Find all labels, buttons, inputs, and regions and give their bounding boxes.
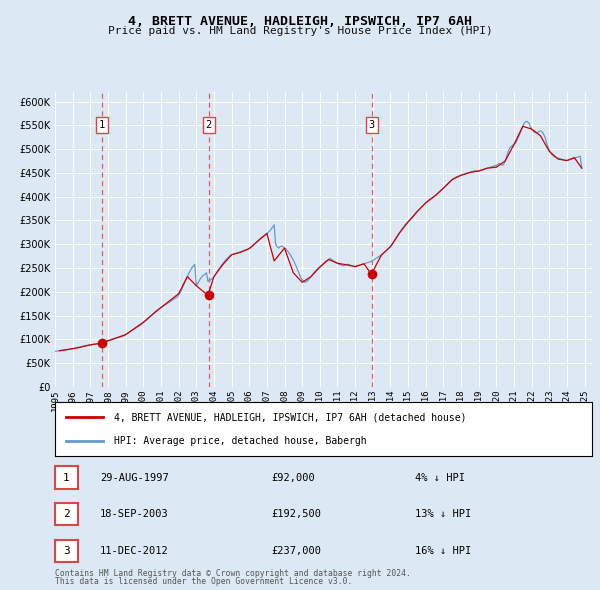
Text: 2: 2 [63,509,70,519]
Text: £192,500: £192,500 [271,509,321,519]
Text: 18-SEP-2003: 18-SEP-2003 [100,509,169,519]
Text: Price paid vs. HM Land Registry's House Price Index (HPI): Price paid vs. HM Land Registry's House … [107,26,493,36]
Text: 16% ↓ HPI: 16% ↓ HPI [415,546,471,556]
Text: 13% ↓ HPI: 13% ↓ HPI [415,509,471,519]
Text: 4% ↓ HPI: 4% ↓ HPI [415,473,465,483]
Text: 2: 2 [206,120,212,130]
Text: £237,000: £237,000 [271,546,321,556]
Text: 3: 3 [368,120,375,130]
Text: 3: 3 [63,546,70,556]
Text: 29-AUG-1997: 29-AUG-1997 [100,473,169,483]
Text: Contains HM Land Registry data © Crown copyright and database right 2024.: Contains HM Land Registry data © Crown c… [55,569,411,578]
Text: 1: 1 [99,120,105,130]
Text: 4, BRETT AVENUE, HADLEIGH, IPSWICH, IP7 6AH (detached house): 4, BRETT AVENUE, HADLEIGH, IPSWICH, IP7 … [114,412,467,422]
Text: HPI: Average price, detached house, Babergh: HPI: Average price, detached house, Babe… [114,436,367,446]
Text: 11-DEC-2012: 11-DEC-2012 [100,546,169,556]
Text: £92,000: £92,000 [271,473,315,483]
Text: 4, BRETT AVENUE, HADLEIGH, IPSWICH, IP7 6AH: 4, BRETT AVENUE, HADLEIGH, IPSWICH, IP7 … [128,15,472,28]
Text: This data is licensed under the Open Government Licence v3.0.: This data is licensed under the Open Gov… [55,578,352,586]
Text: 1: 1 [63,473,70,483]
